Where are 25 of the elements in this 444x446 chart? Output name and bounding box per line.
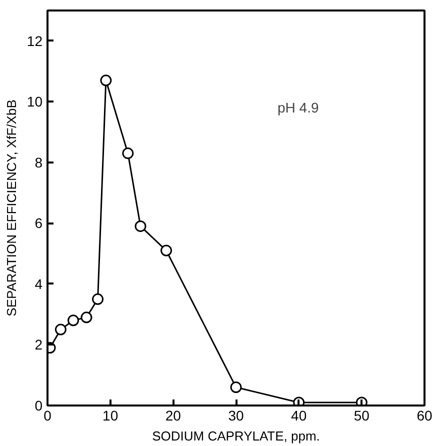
point	[122, 148, 134, 160]
x-tick-label: 30	[228, 408, 244, 424]
y-tick-label: 12	[26, 32, 43, 49]
x-tick-label: 50	[354, 408, 370, 424]
point	[230, 382, 242, 394]
point	[68, 314, 80, 326]
y-tick-label: 4	[34, 276, 43, 292]
annotation: pH 4.9	[278, 100, 319, 116]
point	[160, 244, 172, 256]
point	[92, 293, 104, 305]
point	[54, 324, 66, 336]
point	[134, 220, 146, 232]
x-tick-label: 60	[416, 408, 432, 424]
x-tick-label: 10	[102, 408, 118, 424]
x-tick-label: 40	[291, 408, 307, 424]
y-tick-label: 8	[34, 154, 43, 170]
point	[100, 74, 112, 86]
x-tick-label: 20	[165, 408, 182, 424]
y-tick-label: 0	[34, 398, 43, 414]
y-axis-title: SEPARATION EFFICIENCY, XfF/XbB	[4, 100, 19, 316]
y-tick-label: 10	[26, 94, 43, 110]
point	[80, 312, 92, 324]
y-tick-label: 2	[34, 336, 43, 353]
y-tick-label: 6	[34, 215, 43, 232]
x-axis-title: SODIUM CAPRYLATE, ppm.	[152, 428, 320, 444]
